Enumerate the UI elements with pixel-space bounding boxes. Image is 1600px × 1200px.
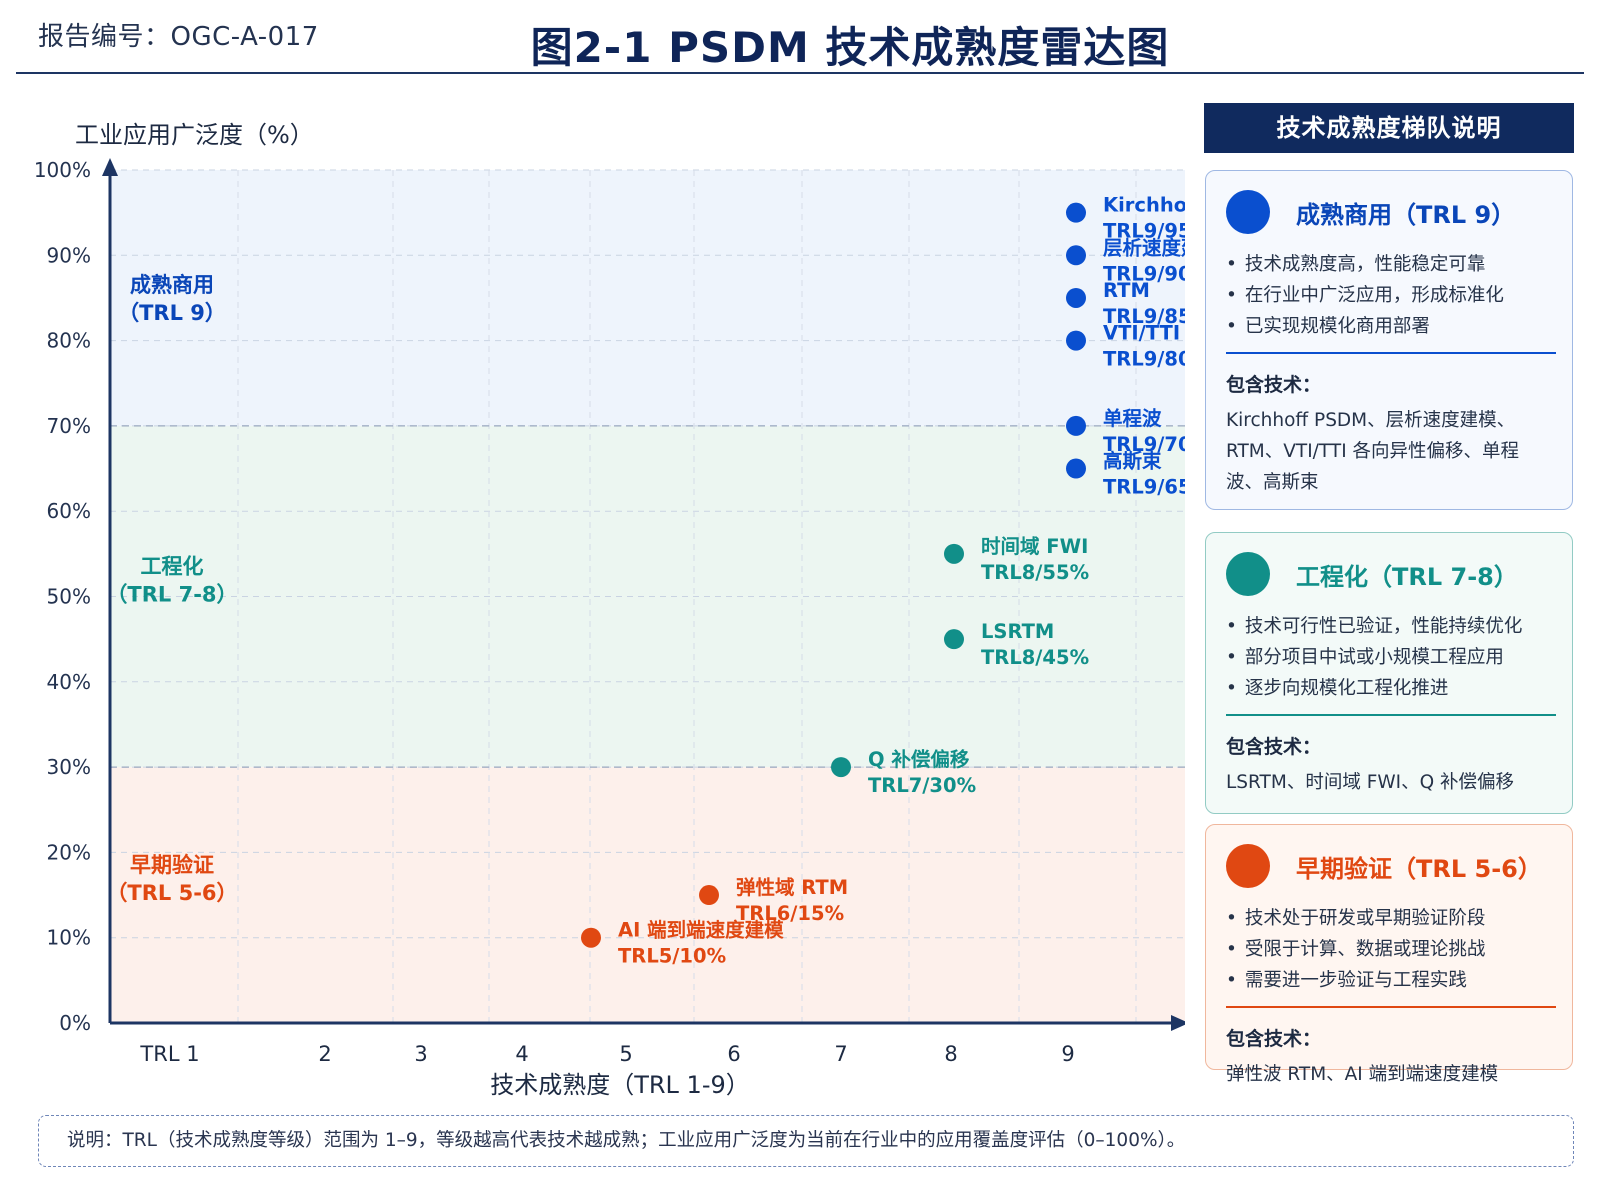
x-tick-label: 8	[944, 1042, 957, 1066]
y-tick-label: 50%	[47, 585, 91, 609]
y-tick-label: 20%	[47, 840, 91, 864]
data-point	[944, 543, 964, 564]
legend-bullet: 部分项目中试或小规模工程应用	[1226, 642, 1556, 673]
point-value-label: TRL6/15%	[736, 902, 844, 925]
title-divider	[16, 72, 1584, 74]
point-value-label: TRL9/85%	[1103, 305, 1185, 328]
data-point	[1066, 202, 1086, 223]
x-tick-label: 9	[1061, 1042, 1074, 1066]
legend-card-divider	[1226, 714, 1556, 716]
data-point	[1066, 458, 1086, 479]
legend-card-title: 成熟商用（TRL 9）	[1296, 200, 1516, 229]
data-point	[699, 885, 719, 906]
point-name-label: 弹性域 RTM	[736, 876, 848, 899]
y-tick-label: 40%	[47, 670, 91, 694]
band-label-range-early: （TRL 5-6）	[106, 881, 237, 905]
engineering-dot-icon	[1226, 552, 1270, 596]
point-name-label: 时间域 FWI	[981, 535, 1088, 558]
point-name-label: RTM	[1103, 279, 1150, 302]
point-name-label: 单程波	[1103, 407, 1162, 430]
x-tick-label: 2	[318, 1042, 331, 1066]
data-point	[831, 757, 851, 778]
legend-bullet: 已实现规模化商用部署	[1226, 311, 1556, 342]
legend-include-text: LSRTM、时间域 FWI、Q 补偿偏移	[1226, 772, 1515, 793]
legend-bullet: 受限于计算、数据或理论挑战	[1226, 934, 1556, 965]
point-value-label: TRL8/45%	[981, 646, 1089, 669]
data-point	[1066, 415, 1086, 436]
band-label-range-commercial: （TRL 9）	[118, 301, 226, 325]
x-tick-label: 4	[515, 1042, 528, 1066]
y-tick-label: 60%	[47, 499, 91, 523]
legend-include-label: 包含技术：	[1226, 1028, 1322, 1050]
data-point	[944, 629, 964, 650]
commercial-dot-icon	[1226, 190, 1270, 234]
band-label-commercial: 成熟商用	[130, 273, 214, 297]
band-early	[110, 767, 1185, 1023]
legend-bullet: 在行业中广泛应用，形成标准化	[1226, 280, 1556, 311]
y-tick-label: 80%	[47, 329, 91, 353]
y-axis-title: 工业应用广泛度（%）	[75, 121, 314, 149]
legend-card-commercial: 成熟商用（TRL 9） 技术成熟度高，性能稳定可靠 在行业中广泛应用，形成标准化…	[1205, 170, 1573, 510]
point-name-label: LSRTM	[981, 620, 1054, 643]
legend-card-early: 早期验证（TRL 5-6） 技术处于研发或早期验证阶段 受限于计算、数据或理论挑…	[1205, 824, 1573, 1085]
page-title: 图2-1 PSDM 技术成熟度雷达图	[530, 23, 1170, 72]
legend-card-title: 工程化（TRL 7-8）	[1296, 562, 1518, 591]
x-axis-arrow-icon	[1171, 1015, 1185, 1031]
legend-header: 技术成熟度梯队说明	[1204, 103, 1574, 153]
y-tick-label: 0%	[59, 1011, 91, 1035]
y-axis-arrow-icon	[102, 158, 118, 176]
band-label-engineering: 工程化	[141, 554, 204, 578]
x-axis-title: 技术成熟度（TRL 1-9）	[490, 1071, 750, 1099]
legend-card-title: 早期验证（TRL 5-6）	[1296, 854, 1542, 883]
point-name-label: VTI/TTI 各向异性偏移	[1103, 322, 1185, 345]
point-name-label: 高斯束	[1103, 450, 1162, 473]
x-tick-label: 3	[414, 1042, 427, 1066]
x-tick-label: 7	[834, 1042, 847, 1066]
data-point	[1066, 245, 1086, 266]
x-tick-label: 5	[619, 1042, 632, 1066]
band-label-early: 早期验证	[130, 853, 214, 877]
point-value-label: TRL9/65%	[1103, 476, 1185, 499]
point-name-label: 层析速度建模	[1103, 236, 1185, 259]
point-name-label: AI 端到端速度建模	[618, 919, 784, 942]
legend-card-engineering: 工程化（TRL 7-8） 技术可行性已验证，性能持续优化 部分项目中试或小规模工…	[1205, 532, 1573, 814]
y-tick-label: 100%	[34, 158, 91, 182]
point-name-label: Kirchhoff PSDM	[1103, 194, 1185, 217]
legend-include-label: 包含技术：	[1226, 374, 1322, 396]
y-tick-label: 90%	[47, 243, 91, 267]
x-tick-label: TRL 1	[139, 1042, 199, 1066]
data-point	[581, 927, 601, 948]
point-value-label: TRL9/70%	[1103, 433, 1185, 456]
legend-bullet: 技术成熟度高，性能稳定可靠	[1226, 249, 1556, 280]
x-tick-label: 6	[727, 1042, 740, 1066]
legend-include-text: Kirchhoff PSDM、层析速度建模、RTM、VTI/TTI 各向异性偏移…	[1226, 410, 1520, 493]
point-value-label: TRL5/10%	[618, 945, 726, 968]
point-name-label: Q 补偿偏移	[868, 748, 970, 771]
report-id: 报告编号：OGC-A-017	[38, 22, 319, 52]
point-value-label: TRL9/90%	[1103, 262, 1185, 285]
trl-scatter-chart: 0% 10% 20% 30% 40% 50% 60% 70% 80% 90% 100% TRL 1 2 3…	[34, 121, 1185, 1099]
legend-bullet: 技术处于研发或早期验证阶段	[1226, 903, 1556, 934]
footnote: 说明：TRL（技术成熟度等级）范围为 1–9，等级越高代表技术越成熟；工业应用广…	[38, 1115, 1574, 1167]
point-value-label: TRL9/80%	[1103, 348, 1185, 371]
point-value-label: TRL8/55%	[981, 561, 1089, 584]
legend-bullet: 逐步向规模化工程化推进	[1226, 673, 1556, 704]
legend-include-label: 包含技术：	[1226, 736, 1322, 758]
point-value-label: TRL7/30%	[868, 774, 976, 797]
point-value-label: TRL9/95%	[1103, 220, 1185, 243]
data-point	[1066, 330, 1086, 351]
band-label-range-engineering: （TRL 7-8）	[106, 582, 237, 606]
legend-bullet: 需要进一步验证与工程实践	[1226, 965, 1556, 996]
y-tick-label: 70%	[47, 414, 91, 438]
y-tick-label: 10%	[47, 926, 91, 950]
legend-card-divider	[1226, 352, 1556, 354]
legend-include-text: 弹性波 RTM、AI 端到端速度建模	[1226, 1064, 1499, 1085]
data-point	[1066, 287, 1086, 308]
y-tick-label: 30%	[47, 755, 91, 779]
legend-bullet: 技术可行性已验证，性能持续优化	[1226, 611, 1556, 642]
legend-card-divider	[1226, 1006, 1556, 1008]
band-commercial	[110, 170, 1185, 426]
early-dot-icon	[1226, 844, 1270, 888]
